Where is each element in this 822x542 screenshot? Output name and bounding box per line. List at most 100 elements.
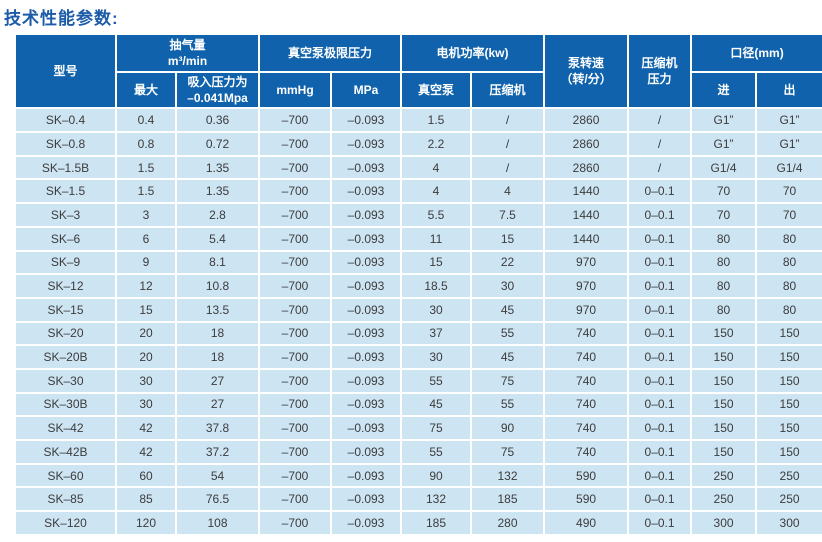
table-cell: –0.093	[329, 202, 403, 228]
table-cell: G1/4	[755, 154, 822, 181]
table-cell: –700	[258, 249, 332, 276]
table-cell: 90	[400, 462, 473, 489]
table-cell: –700	[258, 273, 332, 299]
table-cell: –700	[258, 225, 332, 252]
subheader-mmhg: mmHg	[258, 70, 332, 110]
table-cell: 80	[690, 296, 758, 323]
model-cell: SK–12	[14, 273, 117, 299]
table-cell: 42	[115, 439, 177, 465]
table-cell: 18.5	[400, 273, 473, 299]
table-cell: 0.8	[115, 131, 177, 157]
table-cell: 0–0.1	[627, 415, 693, 441]
table-cell: 4	[400, 154, 473, 181]
table-cell: 75	[470, 439, 546, 465]
header-diameter: 口径(mm)	[690, 33, 822, 73]
table-cell: G1”	[690, 131, 758, 157]
model-cell: SK–20	[14, 320, 117, 347]
table-cell: 90	[470, 415, 546, 441]
table-cell: 150	[755, 367, 822, 394]
table-row: SK–85 85 76.5 –700 –0.093 132 185 590 0–0.1 250 25…	[14, 486, 822, 513]
table-cell: 18	[175, 320, 260, 347]
table-cell: 185	[470, 486, 546, 513]
model-cell: SK–9	[14, 249, 117, 276]
table-row: SK–0.4 0.4 0.36 –700 –0.093 1.5/2860/G1” G1”	[14, 107, 822, 134]
table-row: SK–3 3 2.8 –700 –0.093 5.5 7.5 1440 0–0.1 70 70	[14, 202, 822, 228]
table-cell: 150	[755, 439, 822, 465]
table-cell: 70	[755, 178, 822, 205]
table-cell: 54	[175, 462, 260, 489]
table-cell: 2.8	[175, 202, 260, 228]
table-cell: 740	[543, 367, 630, 394]
table-cell: 22	[470, 249, 546, 276]
table-cell: 4	[470, 178, 546, 205]
subheader-max: 最大	[115, 70, 177, 110]
table-cell: 9	[115, 249, 177, 276]
table-cell: 0–0.1	[627, 439, 693, 465]
table-cell: 1.5	[400, 107, 473, 134]
table-cell: 250	[755, 486, 822, 513]
model-cell: SK–120	[14, 510, 117, 536]
table-cell: 5.5	[400, 202, 473, 228]
table-cell: 108	[175, 510, 260, 536]
table-cell: 30	[400, 344, 473, 370]
table-cell: 2860	[543, 107, 630, 134]
table-cell: 30	[115, 391, 177, 418]
table-cell: 6	[115, 225, 177, 252]
table-cell: –0.093	[329, 296, 403, 323]
table-header: 型号 抽气量 m³/min 真空泵极限压力 电机功率(kw) 泵转速 （转/分）…	[14, 32, 822, 110]
table-cell: 1.35	[175, 154, 260, 181]
subheader-vacuum-pump: 真空泵	[400, 70, 473, 110]
table-cell: 0–0.1	[627, 344, 693, 370]
table-cell: –0.093	[329, 107, 403, 134]
table-cell: 2.2	[400, 131, 473, 157]
model-cell: SK–60	[14, 462, 117, 489]
table-cell: –700	[258, 510, 332, 536]
table-cell: 80	[690, 225, 758, 252]
table-cell: 10.8	[175, 273, 260, 299]
table-cell: 80	[755, 225, 822, 252]
table-cell: 2860	[543, 131, 630, 157]
table-cell: 300	[755, 510, 822, 536]
table-cell: 0–0.1	[627, 320, 693, 347]
table-cell: 590	[543, 486, 630, 513]
table-cell: 75	[400, 415, 473, 441]
table-cell: –700	[258, 367, 332, 394]
table-cell: 0–0.1	[627, 367, 693, 394]
table-cell: 2860	[543, 154, 630, 181]
table-cell: 0–0.1	[627, 178, 693, 205]
table-cell: 70	[690, 178, 758, 205]
table-cell: 970	[543, 249, 630, 276]
table-cell: –0.093	[329, 249, 403, 276]
table-cell: 15	[400, 249, 473, 276]
table-cell: 85	[115, 486, 177, 513]
table-row: SK–15 15 13.5 –700 –0.093 30 45 970 0–0.1 80 80	[14, 296, 822, 323]
table-row: SK–6 6 5.4 –700 –0.093 11 15 1440 0–0.1 80 80	[14, 225, 822, 252]
table-cell: –0.093	[329, 367, 403, 394]
table-cell: G1”	[755, 131, 822, 157]
table-cell: 8.1	[175, 249, 260, 276]
subheader-suction-pressure: 吸入压力为 –0.041Mpa	[175, 70, 260, 110]
table-cell: 300	[690, 510, 758, 536]
table-cell: 970	[543, 273, 630, 299]
table-cell: 590	[543, 462, 630, 489]
table-cell: –700	[258, 415, 332, 441]
table-cell: 27	[175, 391, 260, 418]
model-cell: SK–1.5	[14, 178, 117, 205]
table-cell: 150	[690, 344, 758, 370]
table-cell: 5.4	[175, 225, 260, 252]
table-cell: 185	[400, 510, 473, 536]
table-cell: 0–0.1	[627, 486, 693, 513]
table-cell: 80	[690, 273, 758, 299]
table-cell: 280	[470, 510, 546, 536]
table-cell: 740	[543, 439, 630, 465]
table-cell: –0.093	[329, 415, 403, 441]
table-cell: 76.5	[175, 486, 260, 513]
table-cell: 20	[115, 344, 177, 370]
table-cell: –700	[258, 296, 332, 323]
model-cell: SK–30	[14, 367, 117, 394]
table-cell: 37.8	[175, 415, 260, 441]
table-cell: 45	[470, 296, 546, 323]
table-cell: 0.72	[175, 131, 260, 157]
table-cell: –700	[258, 178, 332, 205]
model-cell: SK–42	[14, 415, 117, 441]
